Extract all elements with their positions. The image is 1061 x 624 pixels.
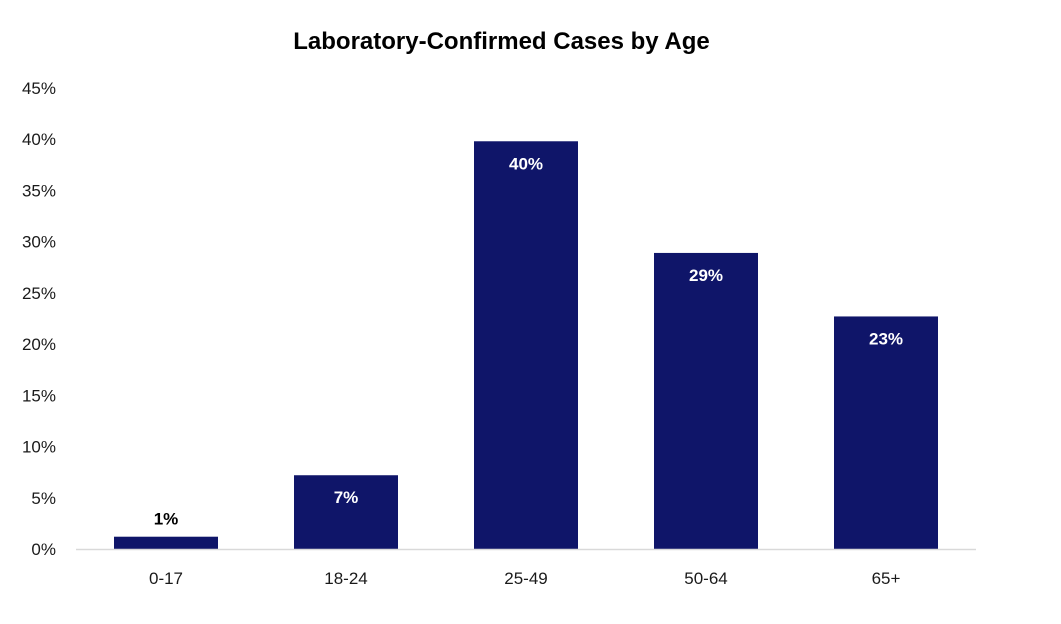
- data-label: 1%: [154, 510, 179, 529]
- data-label: 23%: [869, 329, 903, 348]
- bar: [294, 475, 398, 549]
- y-tick-label: 10%: [22, 438, 56, 457]
- data-label: 7%: [334, 488, 359, 507]
- bar: [834, 316, 938, 549]
- data-label: 29%: [689, 266, 723, 285]
- x-tick-label: 25-49: [504, 569, 547, 588]
- x-tick-label: 65+: [872, 569, 901, 588]
- chart-title: Laboratory-Confirmed Cases by Age: [293, 28, 710, 55]
- y-tick-label: 30%: [22, 233, 56, 252]
- data-label: 40%: [509, 154, 543, 173]
- x-tick-label: 50-64: [684, 569, 727, 588]
- x-tick-label: 0-17: [149, 569, 183, 588]
- bar: [114, 536, 218, 549]
- y-tick-label: 25%: [22, 284, 56, 303]
- y-axis-ticks: 0% 5% 10% 15% 20% 25% 30% 35% 40% 45%: [22, 79, 56, 559]
- y-tick-label: 40%: [22, 130, 56, 149]
- y-tick-label: 35%: [22, 181, 56, 200]
- bar: [474, 141, 578, 549]
- x-tick-label: 18-24: [324, 569, 367, 588]
- bar: [654, 252, 758, 550]
- x-axis-ticks: 0-17 18-24 25-49 50-64 65+: [149, 569, 901, 588]
- y-tick-label: 5%: [31, 489, 56, 508]
- y-tick-label: 45%: [22, 79, 56, 98]
- y-tick-label: 15%: [22, 386, 56, 405]
- y-tick-label: 20%: [22, 335, 56, 354]
- data-labels: 1% 7% 40% 29% 23%: [154, 154, 903, 528]
- bars: [114, 141, 938, 550]
- y-tick-label: 0%: [31, 540, 56, 559]
